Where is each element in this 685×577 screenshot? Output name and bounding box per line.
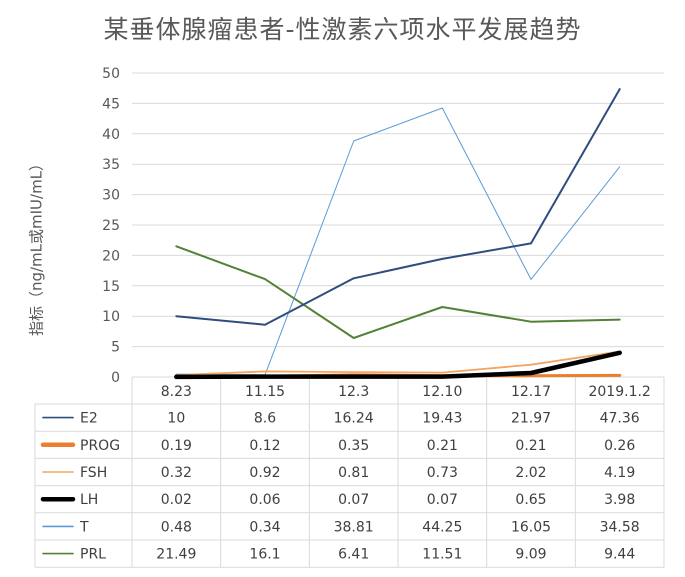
x-category-label: 11.15	[245, 384, 285, 400]
y-tick-label: 35	[102, 157, 120, 173]
data-cell: 16.1	[249, 547, 280, 563]
y-tick-label: 45	[102, 96, 120, 112]
data-table: 8.23 11.15 12.3 12.10 12.17 2019.1.2 E2 10 8.6 16…	[34, 376, 665, 568]
series-line-e2	[175, 88, 621, 326]
data-cell: 0.65	[515, 492, 546, 508]
gridlines	[132, 72, 664, 378]
data-cell: 0.12	[249, 438, 280, 454]
data-cell: 0.35	[338, 438, 369, 454]
y-tick-label: 15	[102, 279, 120, 295]
data-cell: 0.81	[338, 465, 369, 481]
series-line-lh	[174, 350, 622, 380]
series-name: FSH	[80, 465, 107, 481]
data-cell: 0.21	[427, 438, 458, 454]
data-cell: 0.73	[427, 465, 458, 481]
data-cell: 0.07	[338, 492, 369, 508]
series-lines	[174, 88, 622, 380]
data-cell: 9.44	[604, 547, 635, 563]
data-cell: 0.21	[515, 438, 546, 454]
series-line-t	[175, 107, 621, 376]
data-cell: 0.34	[249, 519, 280, 535]
y-tick-label: 0	[111, 370, 120, 386]
data-cell: 38.81	[334, 519, 374, 535]
series-name: T	[79, 519, 89, 535]
chart-title: 某垂体腺瘤患者-性激素六项水平发展趋势	[103, 15, 582, 44]
series-line-fsh	[175, 350, 621, 377]
y-tick-label: 30	[102, 188, 120, 204]
data-cell: 0.19	[161, 438, 192, 454]
data-cell: 0.26	[604, 438, 635, 454]
data-cell: 0.02	[161, 492, 192, 508]
x-category-label: 12.17	[511, 384, 551, 400]
x-category-label: 12.3	[338, 384, 369, 400]
data-cell: 21.97	[511, 411, 551, 427]
data-cell: 0.92	[249, 465, 280, 481]
data-cell: 6.41	[338, 547, 369, 563]
data-cell: 21.49	[156, 547, 196, 563]
data-cell: 11.51	[422, 547, 462, 563]
data-cell: 19.43	[422, 411, 462, 427]
data-cell: 2.02	[515, 465, 546, 481]
y-tick-label: 40	[102, 127, 120, 143]
data-cell: 47.36	[600, 411, 640, 427]
y-tick-label: 5	[111, 340, 120, 356]
data-cell: 0.07	[427, 492, 458, 508]
data-cell: 0.06	[249, 492, 280, 508]
y-tick-labels: 0 5 10 15 20 25 30 35 40 45 50	[102, 66, 120, 386]
series-name: PRL	[80, 547, 106, 563]
y-tick-label: 50	[102, 66, 120, 82]
data-cell: 8.6	[254, 411, 276, 427]
data-cell: 3.98	[604, 492, 635, 508]
data-cell: 10	[167, 411, 185, 427]
x-category-label: 8.23	[161, 384, 192, 400]
y-tick-label: 10	[102, 309, 120, 325]
data-cell: 0.32	[161, 465, 192, 481]
data-cell: 44.25	[422, 519, 462, 535]
x-category-label: 12.10	[422, 384, 462, 400]
data-cell: 4.19	[604, 465, 635, 481]
series-name: E2	[80, 411, 98, 427]
series-line-prl	[175, 245, 621, 339]
data-cell: 9.09	[515, 547, 546, 563]
series-name: LH	[80, 492, 98, 508]
x-category-label: 2019.1.2	[588, 384, 650, 400]
data-cell: 16.24	[334, 411, 374, 427]
data-cell: 0.48	[161, 519, 192, 535]
series-name: PROG	[80, 438, 120, 454]
data-cell: 16.05	[511, 519, 551, 535]
data-cell: 34.58	[600, 519, 640, 535]
y-tick-label: 20	[102, 248, 120, 264]
y-tick-label: 25	[102, 218, 120, 234]
